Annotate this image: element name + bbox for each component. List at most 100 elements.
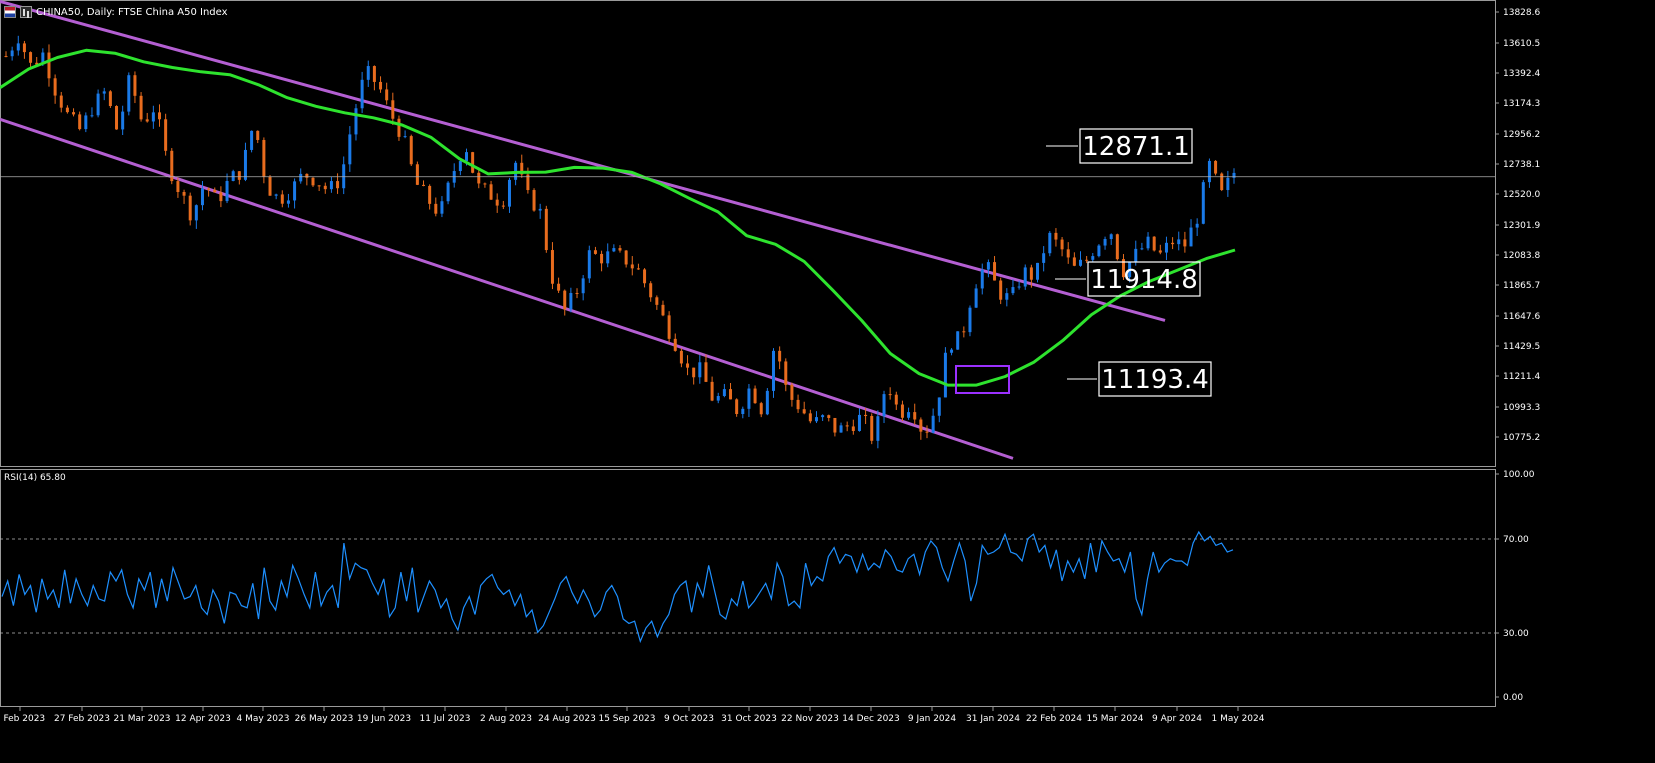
candle [1214,160,1218,176]
candle-body [507,179,511,207]
candle-body [90,115,94,117]
candle [133,71,137,104]
candle [4,51,8,58]
candle-body [182,191,186,196]
candle [814,411,818,424]
candle-body [600,253,604,264]
candle-body [213,189,217,193]
chart-type-icon[interactable] [20,6,32,18]
candle [821,414,825,422]
candle [127,72,131,116]
candle-body [907,412,911,418]
candle-body [716,396,720,401]
x-tick-label: 15 Sep 2023 [598,714,655,724]
candle [900,400,904,422]
candle [931,408,935,434]
candle [1066,242,1070,264]
candle [827,414,831,422]
candle-body [121,111,125,130]
candle-body [747,388,751,409]
candle-body [1091,256,1095,260]
candle [213,187,217,193]
candle-body [790,384,794,400]
candle-body [943,352,947,398]
candle [1189,219,1193,247]
candle-body [434,203,438,214]
candle-body [1079,259,1082,266]
candle [501,200,505,210]
candle [532,188,536,212]
candle [348,126,352,172]
candle [1232,168,1236,184]
candle [575,288,579,299]
candle [1103,236,1107,250]
candle-body [802,409,806,414]
candle-body [1146,236,1150,249]
candle [1146,232,1150,251]
candle [741,406,745,419]
candle [194,204,198,229]
candle [538,203,542,219]
candle-body [661,304,665,316]
candle-body [250,130,254,150]
candle-body [164,119,168,151]
candle [22,40,26,59]
candle [397,115,401,141]
candle [96,89,100,118]
candle-body [348,134,352,165]
candle-body [882,394,886,417]
candle [403,130,407,139]
candle [250,130,254,153]
candle [1017,280,1021,290]
x-tick-label: 26 May 2023 [295,714,354,724]
candle-body [827,415,831,418]
candle-body [403,136,407,138]
candle [102,87,106,101]
candle [108,90,112,108]
candle-body [557,283,561,291]
price-label: 12871.1 [1082,132,1190,162]
x-tick-label: 22 Nov 2023 [781,714,839,724]
candle-body [422,184,426,186]
y-tick-label: 12520.0 [1503,190,1540,200]
candle-body [139,95,143,120]
candle [286,193,290,208]
candle-body [495,199,499,206]
rsi-y-tick-label: 30.00 [1503,629,1529,639]
candle-body [1066,249,1070,258]
candle [366,60,370,87]
candle [1005,288,1009,307]
channel-lower-line [0,117,1014,460]
y-tick-label: 13174.3 [1503,99,1540,109]
candle-body [520,162,524,175]
candle [1183,231,1187,253]
candle-body [188,195,192,221]
candle [1011,279,1015,296]
y-tick-label: 10775.2 [1503,433,1540,443]
candle-body [243,149,247,180]
candle-body [1140,248,1144,250]
candle-body [538,208,542,211]
candle-body [293,181,297,201]
candle [636,263,640,270]
candle-body [29,52,33,63]
candle-body [1232,172,1236,178]
candle-body [4,56,8,58]
candle [772,348,775,398]
candle-body [894,394,898,405]
x-tick-label: 31 Jan 2024 [966,714,1020,724]
candle-body [409,136,413,165]
candle-body [618,248,622,251]
candle [78,111,82,131]
candle [919,417,923,440]
candle-body [999,280,1003,300]
candle-body [1195,223,1199,228]
price-label-box [1079,128,1193,164]
candle-body [489,184,493,200]
x-tick-label: 9 Apr 2024 [1152,714,1202,724]
candle-body [458,161,462,172]
y-tick-label: 12301.9 [1503,221,1540,231]
candle [753,385,757,404]
